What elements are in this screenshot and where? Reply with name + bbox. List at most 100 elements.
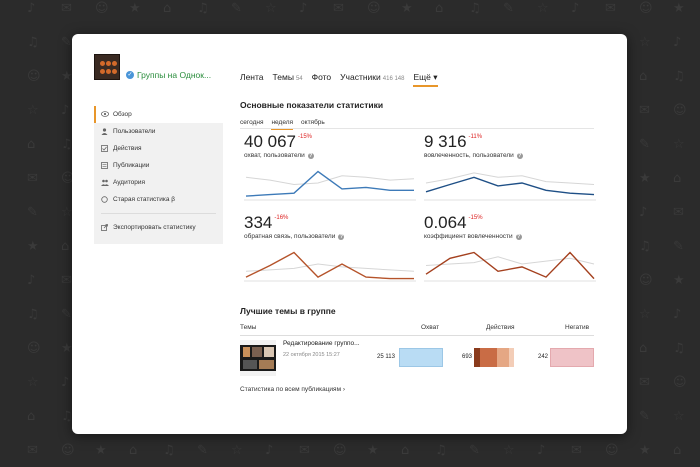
sidebar-item-users[interactable]: Пользователи	[94, 123, 223, 140]
metric-feedback-delta: -16%	[274, 215, 289, 221]
pattern-icon: ♫	[673, 69, 685, 84]
pattern-icon: ✎	[469, 443, 480, 458]
check-icon	[101, 145, 108, 152]
circle-icon	[101, 196, 108, 203]
pattern-icon: ✉	[61, 273, 72, 288]
pattern-icon: ♪	[537, 443, 545, 458]
pattern-icon: ★	[673, 273, 685, 288]
help-icon[interactable]: ?	[516, 152, 523, 159]
pattern-icon: ♪	[61, 375, 69, 390]
nav-item-feed[interactable]: Лента	[240, 72, 264, 82]
pattern-icon: ♪	[571, 1, 579, 16]
pattern-icon: ♫	[61, 137, 73, 152]
pattern-icon: ⌂	[61, 239, 69, 254]
verified-icon: ✓	[126, 71, 134, 79]
metric-feedback: 334 -16% обратная связь, пользователи?	[244, 214, 416, 292]
pattern-icon: ♪	[27, 273, 35, 288]
tab-today[interactable]: сегодня	[240, 119, 264, 126]
metric-reach: 40 067 -15% охват, пользователи?	[244, 133, 416, 211]
pattern-icon: ☆	[537, 1, 549, 16]
pattern-icon: ☺	[333, 443, 347, 458]
help-icon[interactable]: ?	[307, 152, 314, 159]
actions-bar-segment	[509, 348, 514, 367]
export-stats-button[interactable]: Экспортировать статистику	[94, 219, 223, 236]
pattern-icon: ✎	[197, 443, 208, 458]
nav-item-topics[interactable]: Темы 54	[272, 72, 303, 82]
metric-reach-delta: -15%	[298, 134, 313, 140]
pattern-icon: ♫	[163, 443, 175, 458]
pattern-icon: ★	[401, 1, 413, 16]
tab-week[interactable]: неделя	[271, 119, 294, 130]
pattern-icon: ☆	[639, 307, 651, 322]
topic-negative-value: 242	[538, 354, 549, 360]
pattern-icon: ✉	[27, 171, 38, 186]
metric-feedback-value: 334	[244, 213, 273, 232]
pattern-icon: ★	[129, 1, 141, 16]
topic-thumbnail[interactable]	[240, 340, 276, 376]
nav-item-members[interactable]: Участники 416 148	[340, 72, 405, 82]
actions-bar-segment	[474, 348, 481, 367]
metric-reach-label: охват, пользователи	[244, 152, 305, 159]
group-avatar[interactable]	[94, 54, 120, 80]
pattern-icon: ☺	[639, 273, 653, 288]
pattern-icon: ✎	[61, 307, 72, 322]
pattern-icon: ♪	[673, 307, 681, 322]
stats-title: Основные показатели статистики	[240, 100, 384, 110]
pattern-icon: ☆	[27, 375, 39, 390]
metric-engagement-rate-label: коэффициент вовлеченности	[424, 233, 513, 240]
pattern-icon: ⌂	[129, 443, 137, 458]
metric-engagement: 9 316 -11% вовлеченность, пользователи?	[424, 133, 596, 211]
tab-october[interactable]: октябрь	[301, 119, 325, 126]
current-period-line	[245, 251, 414, 280]
nav-item-photos[interactable]: Фото	[311, 72, 332, 82]
metric-engagement-delta: -11%	[468, 134, 483, 140]
pattern-icon: ♪	[265, 443, 273, 458]
pattern-icon: ✎	[231, 1, 242, 16]
previous-period-line	[245, 263, 415, 272]
current-period-line	[425, 176, 595, 196]
audience-icon	[101, 179, 109, 186]
topics-table-header: Темы Охват Действия Негатив	[240, 324, 594, 334]
stats-window: ✓ Группы на Однок... Лента Темы 54 Фото У…	[72, 34, 627, 434]
pattern-icon: ☺	[673, 103, 687, 118]
metric-reach-chart	[244, 170, 416, 201]
topic-reach-value: 25 113	[377, 354, 395, 360]
help-icon[interactable]: ?	[338, 233, 345, 240]
pattern-icon: ★	[95, 443, 107, 458]
group-name[interactable]: ✓ Группы на Однок...	[126, 70, 211, 80]
sidebar-item-overview[interactable]: Обзор	[94, 106, 223, 123]
pattern-icon: ♫	[197, 1, 209, 16]
metric-engagement-rate-chart	[424, 251, 596, 282]
sidebar-item-publications[interactable]: Публикации	[94, 157, 223, 174]
all-publications-link[interactable]: Статистика по всем публикациям ›	[240, 386, 346, 393]
pattern-icon: ☺	[673, 375, 687, 390]
sidebar-item-old-stats[interactable]: Старая статистика β	[94, 191, 223, 208]
pattern-icon: ☆	[673, 409, 685, 424]
column-topics: Темы	[240, 324, 257, 331]
metric-engagement-chart	[424, 172, 596, 201]
topic-title[interactable]: Редактирование группо...	[283, 340, 360, 347]
pattern-icon: ☆	[27, 103, 39, 118]
pattern-icon: ☺	[27, 341, 41, 356]
pattern-icon: ☺	[95, 1, 109, 16]
current-period-line	[245, 170, 414, 197]
sidebar-divider	[101, 213, 216, 214]
help-icon[interactable]: ?	[515, 233, 522, 240]
metric-engagement-label: вовлеченность, пользователи	[424, 152, 514, 159]
pattern-icon: ✉	[27, 443, 38, 458]
pattern-icon: ♪	[61, 103, 69, 118]
pattern-icon: ✉	[333, 1, 344, 16]
topic-actions-bar	[474, 348, 518, 367]
pattern-icon: ☆	[265, 1, 277, 16]
pattern-icon: ☺	[367, 1, 381, 16]
metric-feedback-chart	[244, 251, 416, 282]
sidebar-item-actions[interactable]: Действия	[94, 140, 223, 157]
actions-bar-segment	[480, 348, 497, 367]
column-reach: Охват	[421, 324, 440, 331]
sidebar-item-audience[interactable]: Аудитория	[94, 174, 223, 191]
topics-divider	[240, 335, 594, 336]
pattern-icon: ♫	[435, 443, 447, 458]
metric-engagement-rate-delta: -15%	[468, 215, 483, 221]
pattern-icon: ⌂	[639, 69, 647, 84]
nav-item-more[interactable]: Ещё ▾	[413, 72, 438, 87]
